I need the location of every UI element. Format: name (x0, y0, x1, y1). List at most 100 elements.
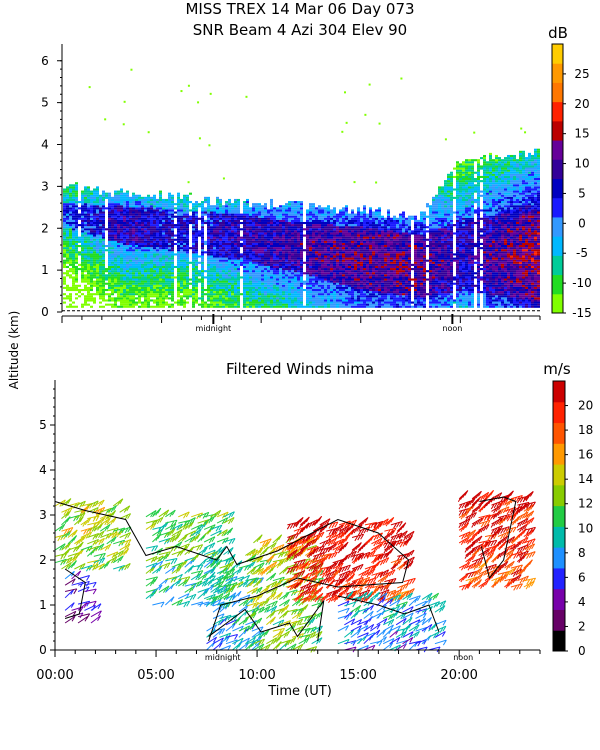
snr-cell (228, 198, 231, 202)
snr-cell (144, 263, 147, 266)
snr-cell (369, 224, 372, 227)
snr-cell (246, 242, 249, 245)
snr-cell (162, 238, 165, 241)
snr-cell (87, 219, 90, 222)
snr-cell (258, 253, 261, 256)
snr-cell (102, 215, 105, 218)
snr-cell (204, 288, 207, 292)
snr-cell (144, 224, 147, 227)
snr-cell (186, 291, 189, 294)
snr-cell (129, 228, 132, 231)
snr-cell (330, 215, 333, 218)
snr-cell (261, 303, 264, 306)
snr-cell (195, 297, 198, 300)
snr-cell (141, 226, 144, 229)
snr-cell (180, 236, 183, 239)
snr-cell (69, 276, 72, 279)
snr-cell (192, 305, 195, 308)
snr-cell (255, 276, 258, 279)
snr-cell (273, 240, 276, 243)
snr-cell (282, 219, 285, 222)
snr-cell (156, 268, 159, 271)
snr-cell (150, 288, 153, 292)
snr-cell (201, 215, 204, 218)
snr-cell (252, 259, 255, 262)
snr-cell (309, 293, 312, 296)
snr-cell (147, 297, 150, 300)
snr-cell (141, 305, 144, 308)
snr-cell (252, 291, 255, 294)
snr-cell (282, 209, 285, 212)
snr-cell (207, 196, 210, 199)
snr-cell (357, 226, 360, 229)
snr-cell (246, 209, 249, 212)
snr-cell (153, 219, 156, 222)
snr-cell (123, 259, 126, 262)
snr-cell (195, 242, 198, 245)
snr-cell (312, 255, 315, 258)
snr-cell (135, 265, 138, 269)
snr-cell (324, 274, 327, 277)
snr-cell (360, 234, 363, 237)
snr-cell (354, 224, 357, 227)
snr-cell (312, 219, 315, 222)
snr-cell (201, 274, 204, 277)
snr-cell (264, 288, 267, 292)
snr-cell (354, 261, 357, 264)
snr-cell (216, 198, 219, 202)
snr-cell (252, 297, 255, 300)
snr-cell (369, 257, 372, 260)
snr-cell (63, 251, 66, 254)
snr-cell (288, 257, 291, 260)
snr-cell (255, 282, 258, 285)
snr-cell (180, 245, 183, 248)
snr-cell (285, 219, 288, 222)
snr-cell (225, 278, 228, 281)
snr-cell (360, 213, 363, 216)
snr-cell (219, 245, 222, 248)
snr-cell (243, 305, 246, 308)
snr-cell (138, 255, 141, 258)
snr-cell (360, 230, 363, 233)
snr-cell (63, 255, 66, 258)
snr-cell (363, 257, 366, 260)
snr-cell (255, 293, 258, 296)
snr-cell (66, 247, 69, 250)
snr-cell (96, 194, 99, 197)
snr-cell (93, 224, 96, 227)
snr-cell (153, 286, 156, 289)
snr-cell (126, 282, 129, 285)
snr-cell (144, 205, 147, 208)
snr-cell (270, 280, 273, 283)
snr-cell (111, 232, 114, 235)
snr-cell (294, 245, 297, 248)
snr-cell (267, 245, 270, 248)
snr-cell (288, 205, 291, 208)
snr-cell (99, 203, 102, 206)
snr-cell (330, 293, 333, 296)
snr-cell (345, 274, 348, 277)
snr-cell (219, 201, 222, 204)
snr-cell (159, 284, 162, 287)
snr-cell (207, 203, 210, 206)
snr-cell (363, 293, 366, 296)
snr-cell (138, 270, 141, 273)
snr-cell (138, 217, 141, 220)
snr-cell (147, 278, 150, 281)
snr-cell (129, 196, 132, 199)
snr-cell (129, 284, 132, 287)
snr-cell (279, 278, 282, 281)
snr-cell (213, 249, 216, 252)
snr-cell (234, 284, 237, 287)
snr-cell (312, 303, 315, 306)
snr-cell (228, 228, 231, 231)
snr-cell (132, 284, 135, 287)
snr-cell (186, 201, 189, 204)
snr-cell (93, 194, 96, 197)
snr-cell (189, 282, 192, 285)
snr-cell (246, 261, 249, 264)
snr-cell (252, 278, 255, 281)
snr-cell (105, 303, 108, 306)
snr-cell (204, 240, 207, 243)
snr-cell (153, 257, 156, 260)
